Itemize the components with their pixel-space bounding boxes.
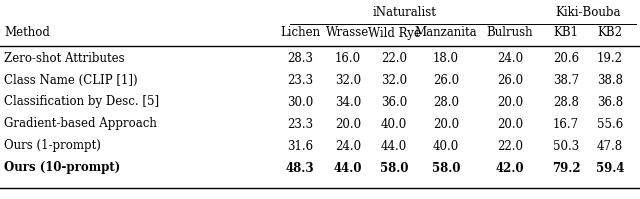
Text: 38.8: 38.8 <box>597 73 623 87</box>
Text: 58.0: 58.0 <box>432 162 460 175</box>
Text: 36.0: 36.0 <box>381 96 407 108</box>
Text: 26.0: 26.0 <box>433 73 459 87</box>
Text: Lichen: Lichen <box>280 26 320 39</box>
Text: 23.3: 23.3 <box>287 73 313 87</box>
Text: Ours (10-prompt): Ours (10-prompt) <box>4 162 120 175</box>
Text: 28.0: 28.0 <box>433 96 459 108</box>
Text: 44.0: 44.0 <box>381 139 407 152</box>
Text: 20.0: 20.0 <box>433 117 459 131</box>
Text: Wrasse: Wrasse <box>326 26 370 39</box>
Text: Kiki-Bouba: Kiki-Bouba <box>556 6 621 19</box>
Text: 59.4: 59.4 <box>596 162 624 175</box>
Text: 30.0: 30.0 <box>287 96 313 108</box>
Text: 24.0: 24.0 <box>335 139 361 152</box>
Text: 19.2: 19.2 <box>597 52 623 64</box>
Text: 32.0: 32.0 <box>381 73 407 87</box>
Text: 44.0: 44.0 <box>333 162 362 175</box>
Text: 20.0: 20.0 <box>335 117 361 131</box>
Text: 40.0: 40.0 <box>381 117 407 131</box>
Text: 31.6: 31.6 <box>287 139 313 152</box>
Text: 38.7: 38.7 <box>553 73 579 87</box>
Text: Classification by Desc. [5]: Classification by Desc. [5] <box>4 96 159 108</box>
Text: 40.0: 40.0 <box>433 139 459 152</box>
Text: KB2: KB2 <box>598 26 623 39</box>
Text: 79.2: 79.2 <box>552 162 580 175</box>
Text: 18.0: 18.0 <box>433 52 459 64</box>
Text: 20.0: 20.0 <box>497 96 523 108</box>
Text: 24.0: 24.0 <box>497 52 523 64</box>
Text: Class Name (CLIP [1]): Class Name (CLIP [1]) <box>4 73 138 87</box>
Text: 23.3: 23.3 <box>287 117 313 131</box>
Text: 32.0: 32.0 <box>335 73 361 87</box>
Text: Bulrush: Bulrush <box>486 26 533 39</box>
Text: Gradient-based Approach: Gradient-based Approach <box>4 117 157 131</box>
Text: 36.8: 36.8 <box>597 96 623 108</box>
Text: 50.3: 50.3 <box>553 139 579 152</box>
Text: 22.0: 22.0 <box>497 139 523 152</box>
Text: Wild Rye: Wild Rye <box>367 26 420 39</box>
Text: 22.0: 22.0 <box>381 52 407 64</box>
Text: 48.3: 48.3 <box>285 162 314 175</box>
Text: 42.0: 42.0 <box>496 162 524 175</box>
Text: iNaturalist: iNaturalist <box>373 6 437 19</box>
Text: 55.6: 55.6 <box>597 117 623 131</box>
Text: 16.0: 16.0 <box>335 52 361 64</box>
Text: 20.6: 20.6 <box>553 52 579 64</box>
Text: 28.3: 28.3 <box>287 52 313 64</box>
Text: 16.7: 16.7 <box>553 117 579 131</box>
Text: KB1: KB1 <box>554 26 579 39</box>
Text: 47.8: 47.8 <box>597 139 623 152</box>
Text: Ours (1-prompt): Ours (1-prompt) <box>4 139 101 152</box>
Text: 20.0: 20.0 <box>497 117 523 131</box>
Text: 34.0: 34.0 <box>335 96 361 108</box>
Text: 28.8: 28.8 <box>553 96 579 108</box>
Text: Zero-shot Attributes: Zero-shot Attributes <box>4 52 125 64</box>
Text: 58.0: 58.0 <box>380 162 408 175</box>
Text: Method: Method <box>4 26 50 39</box>
Text: Manzanita: Manzanita <box>415 26 477 39</box>
Text: 26.0: 26.0 <box>497 73 523 87</box>
